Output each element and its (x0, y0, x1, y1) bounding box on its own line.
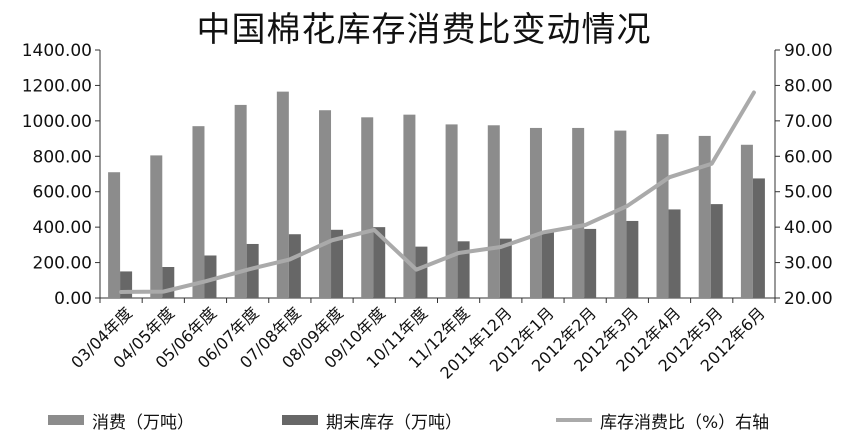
left-axis-tick-label: 400.00 (33, 218, 92, 238)
consumption-bar (656, 134, 669, 298)
ending-stock-bar (415, 246, 428, 298)
stock-ratio-point (120, 291, 122, 293)
ending-stock-bar (584, 228, 597, 298)
stock-ratio-point (542, 231, 544, 233)
right-axis-tick-label: 80.00 (784, 76, 833, 96)
ending-stock-bar (204, 255, 217, 298)
consumption-bar (192, 126, 205, 299)
left-axis-tick-label: 1400.00 (22, 41, 92, 61)
stock-ratio-point (373, 229, 375, 231)
stock-ratio-point (289, 258, 291, 260)
ending-stock-bar (710, 204, 723, 298)
chart-title: 中国棉花库存消费比变动情况 (196, 10, 652, 50)
right-axis-tick-label: 30.00 (784, 254, 833, 274)
ending-stock-bar (541, 232, 554, 298)
consumption-bar (572, 127, 585, 298)
stock-ratio-point (626, 205, 628, 207)
bars-layer (108, 91, 765, 299)
ending-stock-bar (752, 178, 765, 298)
left-axis-tick-label: 600.00 (33, 183, 92, 203)
stock-ratio-line (119, 90, 756, 294)
stock-ratio-point (204, 280, 206, 282)
left-axis-tick-label: 200.00 (33, 254, 92, 274)
stock-ratio-point (331, 239, 333, 241)
consumption-bar (150, 155, 163, 298)
consumption-bar (529, 127, 542, 298)
legend-item-ending-stock: 期末库存（万吨） (282, 408, 462, 433)
legend-item-consumption: 消费（万吨） (48, 408, 194, 433)
ending-stock-bar (331, 229, 344, 298)
ending-stock-bar (626, 220, 639, 298)
legend-label-stock-ratio: 库存消费比（%）右轴 (600, 412, 770, 433)
consumption-bar (319, 110, 332, 298)
left-axis-tick-labels: 0.00 200.00 400.00 600.00 800.00 1000.00 1200.… (22, 41, 92, 309)
legend-label-consumption: 消费（万吨） (92, 412, 194, 433)
ending-stock-bar (499, 238, 512, 298)
consumption-bar (403, 114, 416, 299)
stock-ratio-point (162, 291, 164, 293)
left-axis-tick-label: 800.00 (33, 147, 92, 167)
consumption-bar (276, 91, 289, 298)
consumption-bar (487, 125, 500, 299)
stock-ratio-point (500, 246, 502, 248)
ratio-line-layer (119, 90, 756, 294)
legend-swatch-stock-ratio (556, 418, 592, 422)
left-axis-tick-label: 1200.00 (22, 76, 92, 96)
consumption-bar (698, 135, 711, 298)
ending-stock-bar (246, 243, 259, 298)
right-axis-tick-label: 20.00 (784, 289, 833, 309)
ending-stock-bar (457, 241, 470, 298)
ending-stock-bar (120, 271, 133, 298)
consumption-bar (614, 130, 627, 298)
legend-swatch-consumption (48, 415, 84, 425)
ending-stock-bar (373, 227, 386, 298)
consumption-bar (234, 104, 247, 299)
stock-ratio-point (753, 92, 755, 94)
right-axis-tick-label: 50.00 (784, 183, 833, 203)
legend-label-ending-stock: 期末库存（万吨） (326, 412, 462, 433)
consumption-bar (361, 117, 374, 298)
right-axis-tick-labels: 20.00 30.00 40.00 50.00 60.00 70.00 80.00 90.00 (784, 41, 833, 309)
stock-ratio-point (669, 176, 671, 178)
consumption-bar (445, 124, 458, 299)
right-axis-tick-label: 40.00 (784, 218, 833, 238)
stock-ratio-point (415, 269, 417, 271)
category-tick-labels: 03/04年度04/05年度05/06年度06/07年度07/08年度08/09… (67, 303, 768, 382)
right-axis-tick-label: 70.00 (784, 112, 833, 132)
right-axis-tick-label: 90.00 (784, 41, 833, 61)
left-axis-tick-label: 1000.00 (22, 112, 92, 132)
consumption-bar (108, 172, 121, 298)
consumption-bar (740, 144, 753, 298)
stock-ratio-point (584, 224, 586, 226)
left-axis-tick-label: 0.00 (54, 289, 92, 309)
stock-ratio-point (247, 269, 249, 271)
legend-item-stock-ratio: 库存消费比（%）右轴 (556, 408, 770, 433)
stock-ratio-point (711, 163, 713, 165)
ending-stock-bar (288, 234, 301, 298)
ending-stock-bar (668, 209, 681, 298)
right-axis-tick-label: 60.00 (784, 147, 833, 167)
legend-swatch-ending-stock (282, 415, 318, 425)
stock-ratio-point (458, 252, 460, 254)
